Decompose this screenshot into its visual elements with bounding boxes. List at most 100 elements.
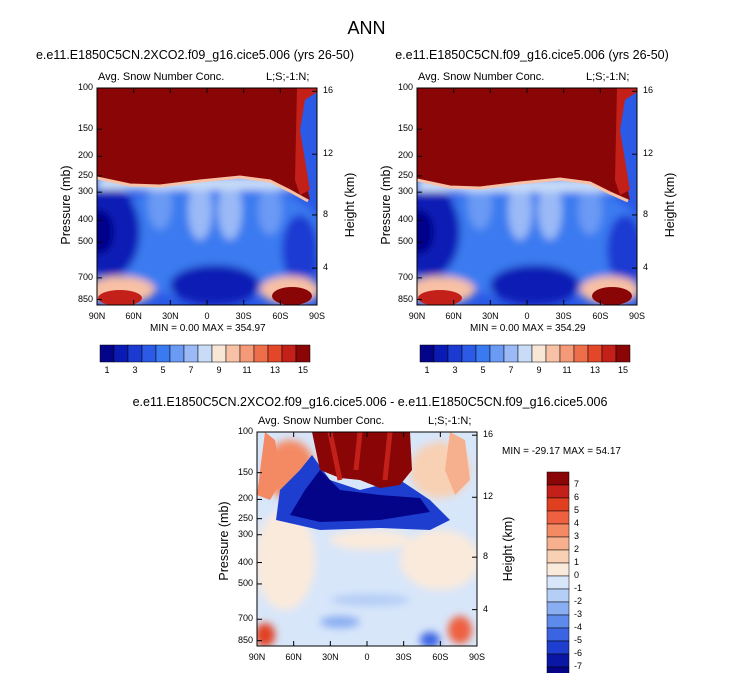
colorbar-label: -6: [574, 648, 583, 658]
right-label-2: L;S;-1:N;: [586, 71, 630, 83]
colorbar-label: 0: [574, 570, 580, 580]
y-tick-label: 500: [237, 577, 253, 588]
colorbar-swatch: [503, 344, 519, 363]
y-tick-label: 250: [237, 512, 253, 523]
colorbar-label: 11: [242, 365, 252, 375]
colorbar-swatch: [546, 562, 570, 577]
colorbar-swatch: [461, 344, 477, 363]
colorbar-label: 5: [574, 505, 580, 515]
colorbar-swatch: [127, 344, 143, 363]
colorbar-swatch: [99, 344, 115, 363]
colorbar-swatch: [141, 344, 157, 363]
colorbar-swatch: [546, 575, 570, 590]
colorbar-swatch: [225, 344, 241, 363]
x-tick-label: 30N: [162, 311, 179, 321]
x-tick-label: 30S: [555, 311, 572, 321]
x-tick-label: 0: [204, 311, 210, 321]
colorbar-label: 3: [452, 365, 458, 375]
colorbar-swatch: [169, 344, 185, 363]
colorbar-label: 5: [160, 365, 166, 375]
colorbar-swatch: [559, 344, 575, 363]
x-tick-label: 90S: [308, 311, 325, 321]
y-tick-label: 100: [77, 82, 93, 92]
x-tick-label: 90N: [408, 311, 426, 321]
y-tick-label: 500: [77, 236, 93, 247]
colorbar-swatch: [211, 344, 227, 363]
colorbar-label: -4: [574, 622, 583, 632]
colorbar-label: 3: [132, 365, 138, 375]
y-tick-label: 250: [77, 169, 93, 180]
x-tick-label: 60N: [445, 311, 462, 321]
colorbar-label: 3: [574, 531, 580, 541]
stats-2: MIN = 0.00 MAX = 354.29: [470, 323, 586, 334]
x-tick-label: 60N: [285, 652, 302, 662]
colorbar-label: -1: [574, 583, 583, 593]
colorbar-label: 7: [574, 479, 580, 489]
colorbar-swatch: [281, 344, 297, 363]
colorbar-swatch: [447, 344, 463, 363]
y-tick-label: 150: [237, 466, 253, 477]
left-label-1: Avg. Snow Number Conc.: [98, 71, 225, 83]
x-tick-label: 30N: [482, 311, 499, 321]
colorbar-swatch: [546, 640, 570, 655]
colorbar-swatch: [183, 344, 199, 363]
colorbar-swatch: [475, 344, 491, 363]
colorbar-swatch: [546, 510, 570, 525]
stats-3: MIN = -29.17 MAX = 54.17: [502, 446, 621, 457]
y-tick-label: 400: [77, 214, 93, 225]
left-label-3: Avg. Snow Number Conc.: [258, 415, 385, 427]
colorbar-swatch: [239, 344, 255, 363]
colorbar-label: -3: [574, 609, 583, 619]
colorbar-swatch: [546, 523, 570, 538]
y-tick-label: 300: [77, 186, 93, 197]
left-label-2: Avg. Snow Number Conc.: [418, 71, 545, 83]
x-tick-label: 30S: [235, 311, 252, 321]
colorbar-label: 2: [574, 544, 580, 554]
colorbar-1: [99, 344, 311, 363]
y2-tick-label: 8: [643, 208, 649, 219]
heatmap-plot-3: [257, 432, 477, 646]
y2-tick-label: 12: [483, 491, 494, 502]
colorbar-swatch: [267, 344, 283, 363]
y2-tick-label: 16: [483, 429, 494, 440]
colorbar-swatch: [433, 344, 449, 363]
plot-title-2: e.e11.E1850C5CN.f09_g16.cice5.006 (yrs 2…: [395, 48, 669, 62]
x-tick-label: 0: [364, 652, 370, 662]
x-tick-label: 30N: [322, 652, 339, 662]
colorbar-swatch: [419, 344, 435, 363]
x-tick-label: 90S: [468, 652, 485, 662]
colorbar-swatch: [587, 344, 603, 363]
colorbar-label: 13: [269, 365, 280, 375]
colorbar-swatch: [155, 344, 171, 363]
y2-tick-label: 12: [643, 148, 654, 159]
y-tick-label: 700: [77, 271, 93, 282]
x-tick-label: 60S: [432, 652, 449, 662]
colorbar-label: -5: [574, 635, 583, 645]
plot-title-1: e.e11.E1850C5CN.2XCO2.f09_g16.cice5.006 …: [35, 48, 354, 62]
colorbar-label: 1: [574, 557, 580, 567]
y-tick-label: 850: [397, 293, 413, 304]
x-tick-label: 60S: [592, 311, 609, 321]
x-tick-label: 90S: [628, 311, 645, 321]
y-tick-label: 500: [397, 236, 413, 247]
colorbar-label: 4: [574, 518, 580, 528]
colorbar-2: [419, 344, 631, 363]
y-tick-label: 700: [397, 271, 413, 282]
y-tick-label: 300: [237, 528, 253, 539]
colorbar-swatch: [546, 653, 570, 668]
y-tick-label: 300: [397, 186, 413, 197]
colorbar-swatch: [546, 549, 570, 564]
y2-tick-label: 8: [323, 208, 329, 219]
right-label-3: L;S;-1:N;: [428, 415, 472, 427]
y-axis-label-3: Pressure (mb): [217, 501, 231, 581]
axis-ticks: [96, 87, 638, 646]
x-tick-label: 30S: [395, 652, 412, 662]
colorbar-label: 15: [617, 365, 628, 375]
colorbar-swatch: [295, 344, 311, 363]
colorbar-swatch: [546, 497, 570, 512]
colorbar-label: 6: [574, 492, 580, 502]
y-tick-label: 100: [397, 82, 413, 92]
y2-tick-label: 4: [483, 603, 489, 614]
x-tick-label: 60S: [272, 311, 289, 321]
